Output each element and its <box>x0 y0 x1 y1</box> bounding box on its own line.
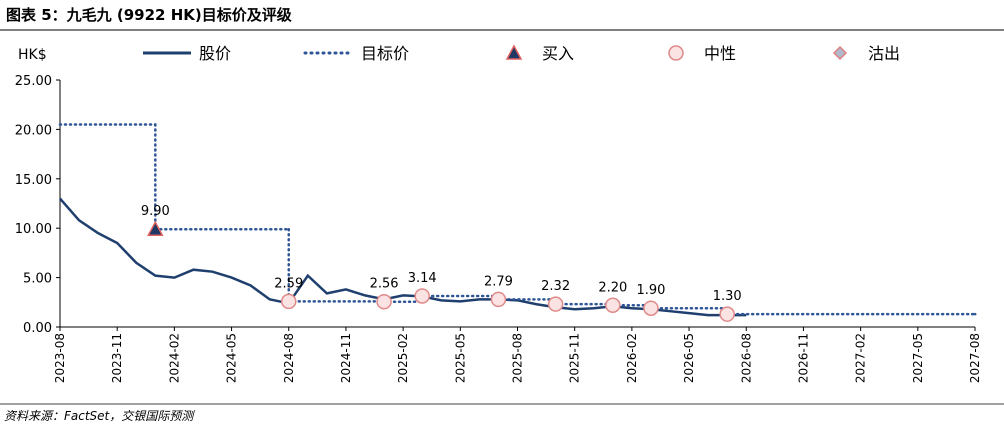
legend-label: 中性 <box>704 44 736 63</box>
y-tick-label: 10.00 <box>15 222 52 237</box>
data-label: 2.20 <box>598 280 627 295</box>
neutral-marker <box>376 293 392 310</box>
legend-swatch <box>668 45 684 61</box>
neutral-marker <box>281 293 297 310</box>
source-note: 资料来源：FactSet，交银国际预测 <box>4 409 195 423</box>
neutral-marker <box>643 300 659 316</box>
x-tick-label: 2027-08 <box>968 333 982 383</box>
x-tick-label: 2025-11 <box>568 333 582 383</box>
y-tick-label: 5.00 <box>23 272 52 287</box>
data-label: 1.90 <box>636 283 665 298</box>
x-tick-label: 2024-02 <box>167 333 181 383</box>
y-tick-label: 15.00 <box>15 173 52 188</box>
x-tick-label: 2026-02 <box>625 333 639 383</box>
x-tick-label: 2023-11 <box>110 333 124 383</box>
neutral-marker <box>414 288 430 304</box>
chart-title: 图表 5：九毛九 (9922 HK)目标价及评级 <box>6 6 293 24</box>
x-tick-label: 2024-05 <box>225 333 239 383</box>
y-tick-label: 25.00 <box>15 74 52 89</box>
neutral-marker <box>490 291 507 308</box>
y-tick-label: 20.00 <box>15 123 52 138</box>
y-tick-label: 0.00 <box>23 321 52 336</box>
legend-label: 股价 <box>199 44 231 63</box>
x-tick-label: 2025-02 <box>396 333 410 383</box>
x-tick-label: 2026-11 <box>796 333 810 383</box>
x-tick-label: 2027-02 <box>854 333 868 383</box>
neutral-marker <box>605 297 621 314</box>
x-tick-label: 2024-08 <box>282 333 296 383</box>
legend-swatch <box>832 45 848 61</box>
legend-label: 目标价 <box>361 44 409 63</box>
neutral-marker <box>547 296 564 312</box>
neutral-marker <box>719 306 735 322</box>
x-tick-label: 2026-05 <box>682 333 696 383</box>
legend-swatch <box>505 44 523 60</box>
data-label: 9.90 <box>141 204 170 219</box>
data-label: 2.79 <box>484 274 513 289</box>
legend-label: 买入 <box>542 44 574 63</box>
price-line <box>59 197 747 317</box>
data-label: 2.32 <box>541 279 570 294</box>
x-tick-label: 2024-11 <box>339 333 353 383</box>
y-axis-label: HK$ <box>18 47 47 63</box>
x-tick-label: 2025-08 <box>511 333 525 383</box>
legend-label: 沽出 <box>868 44 900 63</box>
data-label: 2.59 <box>274 276 303 291</box>
x-tick-label: 2026-08 <box>739 333 753 383</box>
data-label: 3.14 <box>408 271 437 286</box>
x-tick-label: 2023-08 <box>53 333 67 383</box>
buy-marker <box>147 220 164 236</box>
x-tick-label: 2025-05 <box>453 333 467 383</box>
data-label: 1.30 <box>713 289 742 304</box>
data-label: 2.56 <box>370 277 399 292</box>
x-tick-label: 2027-05 <box>911 333 925 383</box>
